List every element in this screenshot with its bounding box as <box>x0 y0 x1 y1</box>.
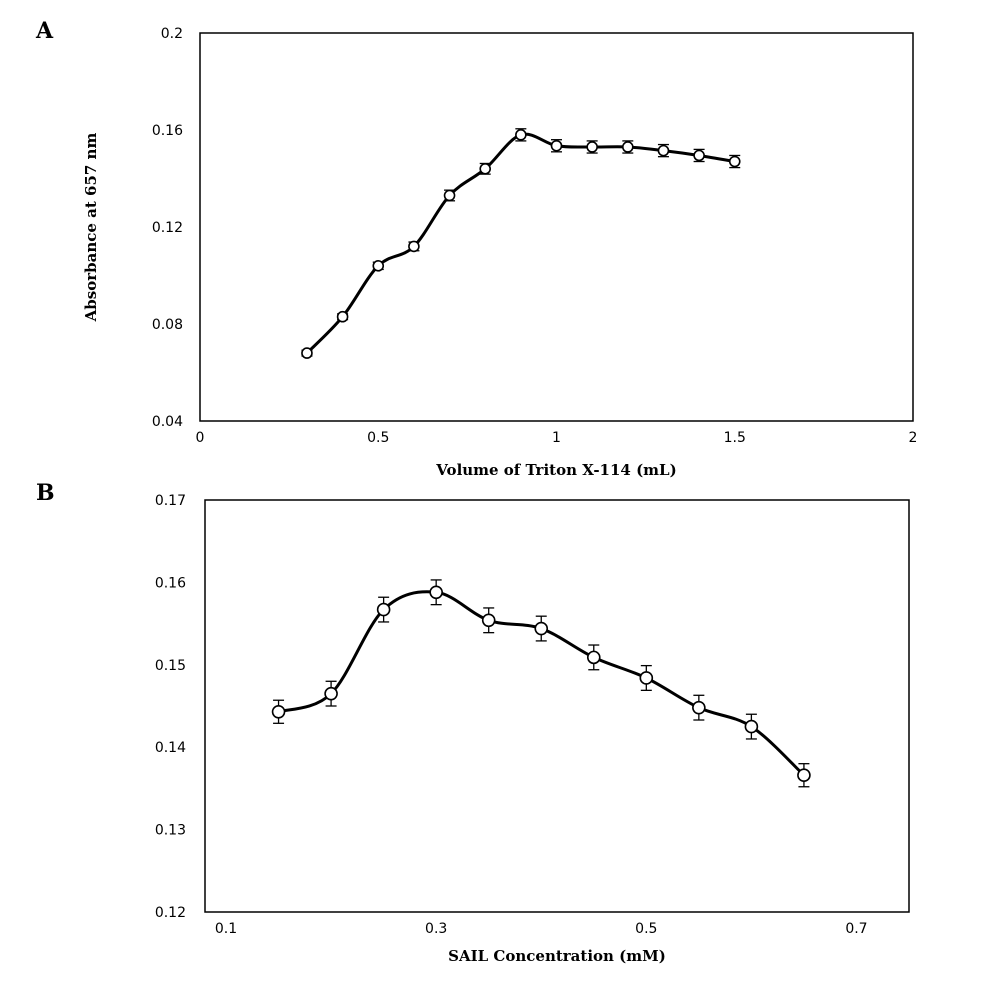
panel-b-letter: B <box>36 480 55 506</box>
panel-b-data-point <box>744 719 759 734</box>
panel-b-data-point <box>586 650 601 665</box>
panel-b-data-point <box>534 621 549 636</box>
panel-a-data-point <box>550 139 563 152</box>
panel-a-data-point <box>693 149 705 162</box>
panel-a-ytick-label: 0.04 <box>152 414 183 430</box>
panel-b-ytick-label: 0.12 <box>155 905 186 921</box>
panel-a-xtick-label: 1.5 <box>724 430 746 446</box>
panel-b-data-point <box>797 768 811 783</box>
panel-b-plot-frame <box>204 499 910 913</box>
panel-a: A 0.04 0.08 0.12 0.16 0.2 0 0.5 1 1.5 2 Volume of T… <box>35 18 917 479</box>
panel-a-data-point <box>301 347 313 359</box>
panel-a-data-point <box>372 259 385 272</box>
panel-b-ytick-label: 0.16 <box>155 575 186 591</box>
panel-b-data-point <box>692 700 706 715</box>
panel-b-data-point <box>639 671 654 685</box>
panel-a-data-point <box>657 144 670 157</box>
panel-a-series-line <box>305 132 737 355</box>
panel-a-xtick-label: 1 <box>552 430 561 446</box>
panel-a-xtick-label: 0.5 <box>367 430 389 446</box>
panel-a-data-point <box>586 141 598 153</box>
panel-a-ytick-label: 0.16 <box>152 123 183 139</box>
panel-a-letter: A <box>35 18 54 44</box>
panel-a-data-point <box>515 129 527 141</box>
panel-b-xtick-label: 0.5 <box>635 921 657 937</box>
panel-b-ytick-label: 0.17 <box>155 493 186 509</box>
panel-a-data-point <box>728 155 741 168</box>
panel-a-xtick-label: 2 <box>909 430 918 446</box>
panel-a-xtick-label: 0 <box>196 430 205 446</box>
panel-b-xtick-label: 0.1 <box>215 921 237 937</box>
panel-a-data-point <box>621 141 634 153</box>
panel-b-data-point <box>481 613 496 628</box>
panel-b-data-point <box>429 585 443 600</box>
panel-a-ytick-label: 0.08 <box>152 317 183 333</box>
panel-a-ytick-label: 0.12 <box>152 220 183 236</box>
panel-b-data-point <box>324 686 338 701</box>
panel-b: B 0.12 0.13 0.14 0.15 0.16 0.17 0.1 0.3 0.5 0.7 SAI… <box>36 480 910 965</box>
panel-a-ytick-label: 0.2 <box>161 26 183 42</box>
panel-a-data-point <box>479 163 492 175</box>
panel-b-ytick-label: 0.14 <box>155 740 186 756</box>
panel-b-xtick-label: 0.3 <box>425 921 447 937</box>
panel-a-plot-frame <box>199 32 914 422</box>
panel-a-y-axis-title: Absorbance at 657 nm <box>82 133 100 323</box>
panel-b-xtick-label: 0.7 <box>845 921 867 937</box>
panel-a-data-point <box>408 240 420 253</box>
panel-b-x-axis-title: SAIL Concentration (mM) <box>448 947 666 965</box>
panel-b-data-point <box>271 704 286 719</box>
panel-a-data-point <box>443 189 456 202</box>
panel-a-data-point <box>336 310 349 323</box>
panel-a-x-axis-title: Volume of Triton X-114 (mL) <box>435 461 676 479</box>
panel-b-data-point <box>376 602 391 617</box>
panel-b-ytick-label: 0.15 <box>155 658 186 674</box>
panel-b-ytick-label: 0.13 <box>155 823 186 839</box>
